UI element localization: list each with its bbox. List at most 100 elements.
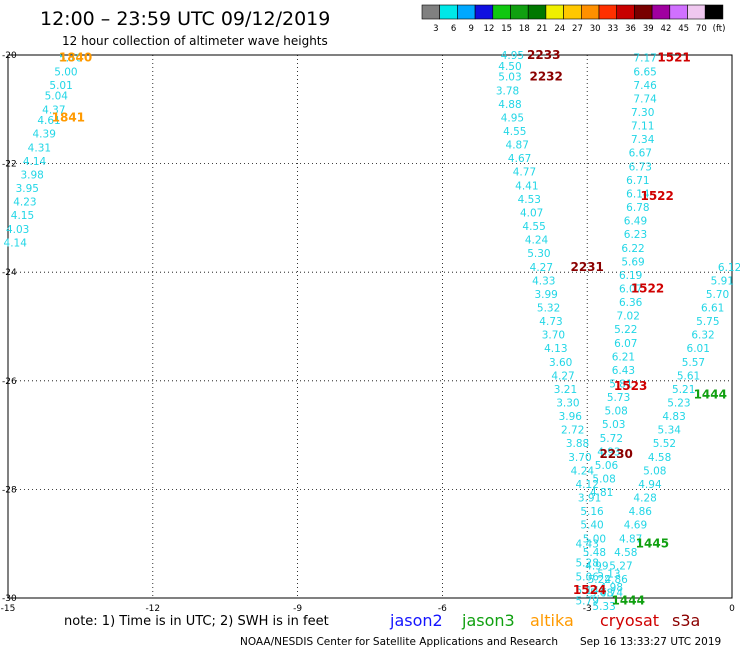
swh-value: 5.27 xyxy=(609,560,632,572)
colorbar-swatch xyxy=(439,4,458,20)
swh-value: 5.70 xyxy=(706,289,729,301)
colorbar-tick: 39 xyxy=(643,24,654,34)
swh-value: 5.03 xyxy=(602,419,625,431)
swh-value: 6.22 xyxy=(621,243,644,255)
swh-value: 4.43 xyxy=(576,539,599,551)
swh-value: 3.70 xyxy=(568,452,591,464)
x-tick-label: -3 xyxy=(583,604,592,614)
swh-value: 5.40 xyxy=(580,520,603,532)
colorbar-tick: 6 xyxy=(451,24,456,34)
swh-value: 5.69 xyxy=(621,256,644,268)
colorbar-tick: 27 xyxy=(572,24,583,34)
swh-value: 7.02 xyxy=(617,311,640,323)
plot-frame xyxy=(7,54,733,599)
swh-value: 4.61 xyxy=(37,115,60,127)
swh-value: 6.71 xyxy=(626,175,649,187)
swh-value: 6.21 xyxy=(612,351,635,363)
swh-value: 3.60 xyxy=(549,357,572,369)
swh-value: 4.55 xyxy=(522,221,545,233)
swh-value: 4.39 xyxy=(33,129,56,141)
swh-value: 4.27 xyxy=(530,262,553,274)
colorbar-swatch xyxy=(492,4,511,20)
swh-value: 5.32 xyxy=(537,302,560,314)
swh-value: 4.95 xyxy=(501,50,524,62)
swh-value: 7.30 xyxy=(631,107,654,119)
swh-value: 5.21 xyxy=(672,384,695,396)
swh-value: 5.48 xyxy=(583,547,606,559)
swh-value: 5.75 xyxy=(696,316,719,328)
swh-value: 4.86 xyxy=(629,506,653,518)
time-label: 1524 xyxy=(573,583,606,597)
swh-value: 6.07 xyxy=(619,283,642,295)
swh-value: 5.61 xyxy=(677,370,700,382)
swh-value: 7.74 xyxy=(633,93,657,105)
swh-value: 5.72 xyxy=(600,433,623,445)
colorbar-tick: 42 xyxy=(661,24,672,34)
legend-jason3: jason3 xyxy=(461,611,515,630)
footer-credit: NOAA/NESDIS Center for Satellite Applica… xyxy=(240,636,558,648)
swh-value: 4.14 xyxy=(4,237,28,249)
swh-value: 3.78 xyxy=(496,85,519,97)
swh-value: 4.69 xyxy=(624,520,647,532)
swh-value: 5.70 xyxy=(59,53,82,65)
swh-value: 6.23 xyxy=(624,229,647,241)
swh-value: 7.17 xyxy=(633,53,656,65)
swh-value: 4.24 xyxy=(525,235,549,247)
swh-value: 6.49 xyxy=(624,216,647,228)
swh-value: 5.08 xyxy=(604,406,627,418)
colorbar-swatch xyxy=(651,4,671,20)
swh-value: 5.08 xyxy=(592,474,615,486)
swh-value: 6.07 xyxy=(614,338,637,350)
swh-value: 3.88 xyxy=(566,438,589,450)
map-title: 12:00 – 23:59 UTC 09/12/2019 xyxy=(40,8,330,30)
time-label: 1444 xyxy=(694,387,727,401)
swh-value: 4.83 xyxy=(662,411,685,423)
swh-value: 5.34 xyxy=(658,425,682,437)
swh-value: 5.52 xyxy=(653,438,676,450)
swh-value: 5.33 xyxy=(592,601,615,613)
colorbar-tick: 24 xyxy=(554,24,565,34)
swh-value: 6.12 xyxy=(718,262,740,274)
swh-value: 4.94 xyxy=(638,479,662,491)
swh-value: 3.70 xyxy=(542,330,565,342)
colorbar-tick: 9 xyxy=(469,24,474,34)
colorbar-swatch xyxy=(527,4,547,20)
colorbar-swatch xyxy=(421,4,441,20)
colorbar-tick: 30 xyxy=(590,24,601,34)
time-label: 2233 xyxy=(527,48,560,62)
swh-value: 4.67 xyxy=(508,153,531,165)
swh-value: 4.27 xyxy=(551,370,574,382)
colorbar-swatch xyxy=(580,4,600,20)
swh-value: 4.73 xyxy=(539,316,562,328)
swh-value: 4.23 xyxy=(13,197,36,209)
footer-note: note: 1) Time is in UTC; 2) SWH is in fe… xyxy=(64,614,329,629)
swh-value: 4.93 xyxy=(597,446,620,458)
colorbar-swatch xyxy=(704,4,724,20)
swh-value: 5.91 xyxy=(711,275,734,287)
swh-value: 4.58 xyxy=(648,452,671,464)
colorbar-tick: 12 xyxy=(484,24,495,34)
swh-value: 5.16 xyxy=(580,506,604,518)
track-labels: 1840 1841 2233 2232 2231 2230 1521 1522 1522 1523… xyxy=(52,48,727,608)
colorbar-swatch xyxy=(669,4,688,20)
swh-value: 6.61 xyxy=(701,302,724,314)
swh-value: 4.07 xyxy=(520,207,543,219)
time-label: 1841 xyxy=(52,110,85,124)
x-tick-label: -9 xyxy=(293,604,302,614)
swh-value: 4.58 xyxy=(614,547,637,559)
colorbar-tick: 45 xyxy=(678,24,689,34)
swh-value: 4.14 xyxy=(23,156,47,168)
swh-value: 5.08 xyxy=(590,588,613,600)
swh-value: 6.19 xyxy=(619,270,642,282)
colorbar-tick: 70 xyxy=(696,24,707,34)
swh-value: 3.21 xyxy=(554,384,577,396)
swh-value: 5.22 xyxy=(588,574,611,586)
swh-value: 5.06 xyxy=(595,460,619,472)
swh-value: 5.81 xyxy=(609,379,632,391)
swh-value: 5.22 xyxy=(614,324,637,336)
time-label: 1522 xyxy=(640,189,673,203)
swh-value: 4.98 xyxy=(600,582,623,594)
colorbar-tick: 21 xyxy=(537,24,548,34)
swh-value: 4.37 xyxy=(42,104,65,116)
swh-value: 4.53 xyxy=(518,194,541,206)
